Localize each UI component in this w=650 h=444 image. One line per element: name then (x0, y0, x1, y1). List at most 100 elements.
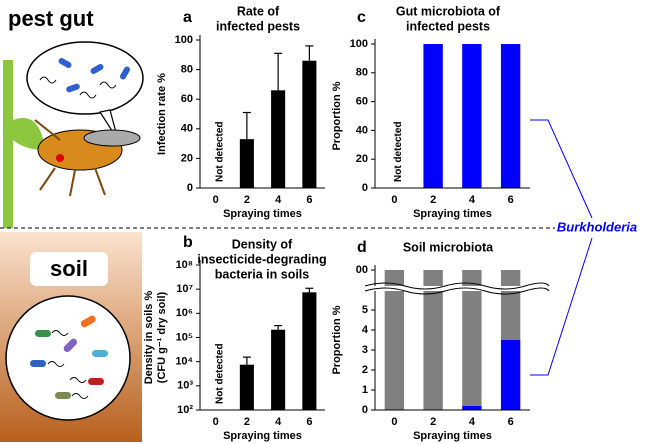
bar (500, 340, 521, 410)
x-tick-label: 4 (469, 416, 476, 428)
bacteria-icons (58, 58, 130, 93)
y-tick-label: 80 (181, 64, 193, 76)
x-tick-label: 0 (391, 416, 397, 428)
pest-illustration: pest gut (3, 6, 144, 228)
y-tick-label: 10² (177, 404, 193, 416)
bar (423, 44, 443, 188)
x-axis-label: Spraying times (223, 208, 302, 220)
y-tick-label: 40 (181, 123, 193, 135)
soil-illustration: soil (0, 232, 142, 442)
x-tick-label: 4 (275, 194, 282, 206)
y-tick-label: 10⁴ (175, 356, 193, 368)
y-tick-label: 5 (362, 304, 368, 316)
insect-wing (83, 129, 141, 147)
y-tick-label: 20 (181, 152, 193, 164)
y-tick-label: 1 (362, 384, 368, 396)
chart-title: Gut microbiota of (396, 4, 501, 18)
chart-title: Rate of (237, 4, 280, 18)
y-tick-label: 100 (350, 38, 368, 50)
y-tick-label: 100 (175, 34, 193, 46)
chart-title: Soil microbiota (403, 240, 494, 254)
panel-label: d (357, 239, 367, 256)
x-tick-label: 6 (508, 194, 514, 206)
y-axis-label: Proportion % (331, 305, 343, 374)
y-tick-label: 0 (362, 404, 368, 416)
y-tick-label: 4 (362, 324, 369, 336)
y-tick-label: 60 (181, 93, 193, 105)
y-tick-label: 10³ (177, 380, 193, 392)
bar (462, 44, 482, 188)
bar (271, 329, 286, 410)
soil-bacteria (30, 315, 108, 399)
soil-label-box (30, 252, 108, 286)
x-tick-label: 4 (469, 194, 476, 206)
not-detected-label: Not detected (393, 121, 404, 182)
y-tick-label: 40 (356, 124, 368, 136)
bar (500, 44, 521, 188)
y-tick-label: 10⁵ (176, 331, 193, 343)
axis-break-line (364, 282, 550, 290)
bar (500, 270, 521, 340)
x-tick-label: 2 (430, 194, 436, 206)
panel-label: c (357, 9, 366, 26)
insect-legs (34, 119, 106, 197)
leaf (13, 118, 45, 150)
x-tick-label: 6 (306, 416, 312, 428)
y-tick-label: 60 (356, 96, 368, 108)
y-tick-label: 20 (356, 153, 368, 165)
connector-line (530, 237, 593, 376)
panel-label: b (183, 234, 193, 251)
chart-title: infected pests (406, 19, 490, 33)
pest-gut-label: pest gut (8, 6, 94, 31)
insect-eye (56, 154, 64, 162)
x-tick-label: 6 (306, 194, 312, 206)
not-detected-label: Not detected (214, 343, 225, 404)
y-axis-label: Infection rate % (156, 73, 168, 155)
x-tick-label: 0 (213, 194, 219, 206)
speech-bubble (26, 41, 144, 115)
y-axis-label: Density in soils % (143, 291, 155, 385)
not-detected-label: Not detected (214, 121, 225, 182)
soil-label: soil (50, 256, 88, 281)
y-tick-label: 10⁷ (176, 283, 193, 295)
bar (271, 90, 286, 188)
stem (3, 60, 13, 228)
y-tick-label: 80 (356, 67, 368, 79)
bar (302, 60, 317, 188)
chart-title: Density of (232, 237, 293, 251)
soil-circle (5, 295, 131, 421)
x-axis-label: Spraying times (413, 208, 492, 220)
connector-line (530, 119, 593, 219)
chart-title: infected pests (216, 19, 300, 33)
x-tick-label: 2 (244, 194, 250, 206)
y-tick-label: 10⁸ (176, 259, 193, 271)
bar (239, 139, 254, 188)
axis-break (365, 286, 534, 291)
soil-flagella (47, 330, 89, 399)
bar (423, 270, 443, 410)
x-tick-label: 0 (213, 416, 219, 428)
y-tick-label: 3 (362, 344, 368, 356)
x-tick-label: 4 (275, 416, 282, 428)
burkholderia-label: Burkholderia (557, 219, 637, 234)
flagella (39, 76, 117, 99)
chart-title: insecticide-degrading (197, 252, 326, 266)
x-axis-label: Spraying times (223, 430, 302, 442)
x-axis-label: Spraying times (413, 430, 492, 442)
y-tick-label: 00 (356, 264, 368, 276)
bar (384, 270, 405, 410)
y-tick-label: 10⁶ (176, 307, 193, 319)
x-tick-label: 0 (391, 194, 397, 206)
bar (302, 292, 317, 410)
y-tick-label: 0 (362, 182, 368, 194)
y-tick-label: 2 (362, 364, 368, 376)
y-tick-label: 0 (187, 182, 193, 194)
x-tick-label: 6 (508, 416, 514, 428)
bar (462, 270, 482, 406)
x-tick-label: 2 (244, 416, 250, 428)
bar (462, 406, 482, 410)
y-axis-label: (CFU g⁻¹ dry soil) (156, 291, 168, 383)
axis-break-line (364, 287, 550, 295)
x-tick-label: 2 (430, 416, 436, 428)
